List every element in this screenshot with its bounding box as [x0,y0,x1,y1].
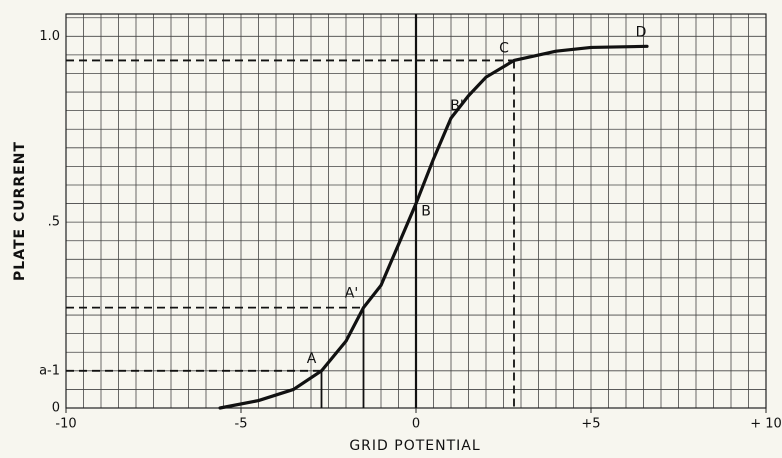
x-tick-label: 0 [412,417,420,432]
y-axis-label: PLATE CURRENT [12,141,28,281]
x-tick-label: +5 [581,417,600,432]
x-tick-label: -10 [55,417,76,432]
point-label: A' [345,286,358,302]
point-label: A [307,351,317,367]
x-tick-label: -5 [235,417,248,432]
point-label: B [421,204,431,220]
y-tick-label: 1.0 [39,29,60,44]
y-tick-label: a-1 [39,363,60,378]
x-tick-label: + 10 [750,417,782,432]
point-label: D [636,24,647,40]
x-axis-label: GRID POTENTIAL [349,438,480,454]
y-tick-label: .5 [48,215,60,230]
point-label: C [499,40,509,56]
point-label: B' [450,98,463,114]
curve [218,44,649,410]
y-tick-label: 0 [52,401,60,416]
